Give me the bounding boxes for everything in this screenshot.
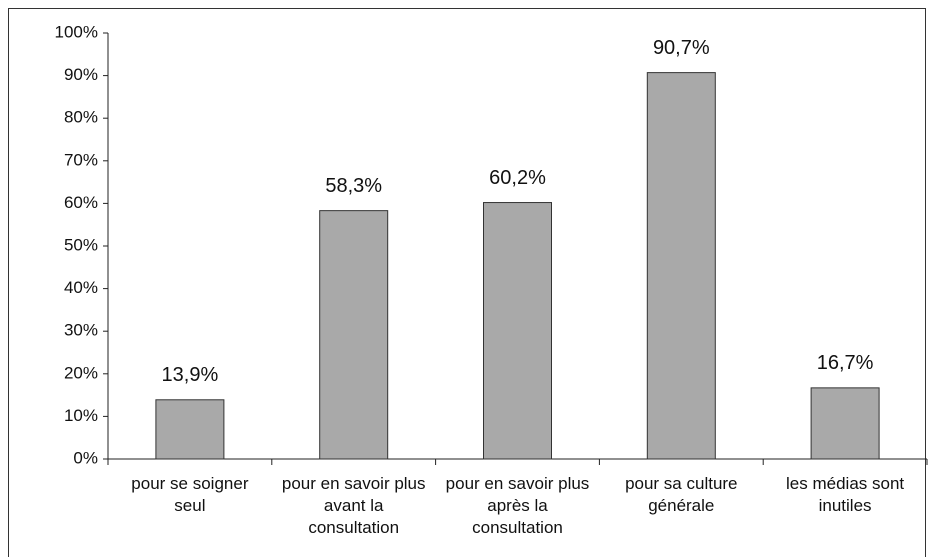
y-tick-label: 10% (64, 406, 98, 425)
bar (155, 399, 225, 460)
bar (646, 72, 716, 460)
value-label: 13,9% (162, 364, 219, 386)
x-tick-label-line: consultation (472, 518, 563, 537)
y-tick-label: 100% (55, 22, 98, 41)
y-tick-label: 50% (64, 235, 98, 254)
x-tick-label-line: pour en savoir plus (282, 474, 426, 493)
x-tick-label-line: après la (487, 496, 548, 515)
x-tick-label-line: avant la (324, 496, 384, 515)
x-tick-label: pour sa culture générale (625, 474, 737, 515)
y-tick-label: 80% (64, 108, 98, 127)
y-tick-label: 70% (64, 150, 98, 169)
value-label: 16,7% (817, 352, 874, 374)
value-label: 60,2% (489, 167, 546, 189)
x-tick-label-line: pour sa culture (625, 474, 737, 493)
x-tick-label: pour en savoir plus avant la consultation (282, 474, 426, 537)
x-tick-label-line: pour en savoir plus (446, 474, 590, 493)
value-label: 90,7% (653, 37, 710, 59)
x-tick-label: les médias sont inutiles (786, 474, 904, 515)
x-tick-label-line: inutiles (819, 496, 872, 515)
x-tick-label: pour se soigner seul (131, 474, 249, 515)
y-tick-label: 0% (73, 448, 98, 467)
chart-border (8, 8, 926, 557)
y-tick-label: 40% (64, 278, 98, 297)
x-tick-label-line: pour se soigner (131, 474, 249, 493)
y-tick-label: 90% (64, 65, 98, 84)
x-tick-label: pour en savoir plus après la consultation (446, 474, 590, 537)
x-tick-label-line: les médias sont (786, 474, 904, 493)
bar (810, 387, 880, 460)
bar (483, 202, 552, 460)
x-tick-label-line: seul (174, 496, 205, 515)
x-tick-label-line: consultation (308, 518, 399, 537)
bar (319, 210, 389, 460)
value-label: 58,3% (325, 175, 382, 197)
x-tick-label-line: générale (648, 496, 714, 515)
y-tick-label: 20% (64, 363, 98, 382)
y-tick-label: 30% (64, 321, 98, 340)
y-tick-label: 60% (64, 193, 98, 212)
